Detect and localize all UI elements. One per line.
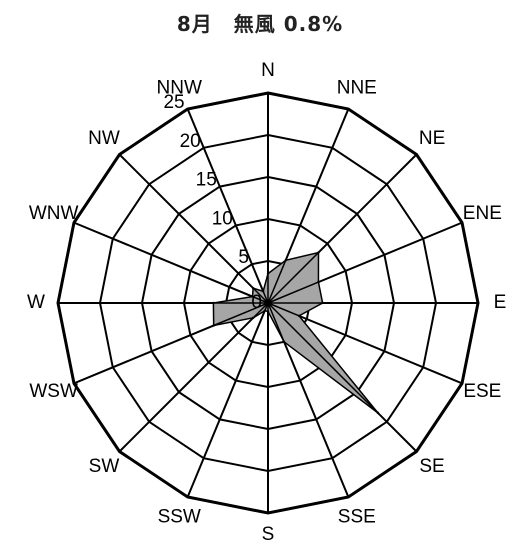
spoke-nw [118,153,269,304]
spoke-sw [118,302,269,453]
data-point-se [376,411,380,415]
data-point-nnw [261,290,265,293]
data-spoke-ene [267,281,319,304]
direction-label-wsw: WSW [29,381,78,402]
data-point-nne [284,259,287,262]
data-point-wsw [212,324,215,327]
data-point-e [321,301,324,305]
data-point-w [212,301,215,305]
direction-label-se: SE [419,456,444,477]
direction-label-ssw: SSW [158,506,201,527]
tick-label-20: 20 [180,131,201,152]
tick-label-15: 15 [196,170,217,191]
data-point-nw [251,286,255,290]
direction-label-nnw: NNW [157,78,202,99]
tick-label-25: 25 [163,92,184,113]
chart-title: 8月 無風 0.8% [176,12,344,36]
data-point-wnw [251,295,254,298]
data-spoke-nnw [262,291,269,304]
data-spoke-ese [267,302,300,317]
tick-label-10: 10 [212,208,233,229]
data-spoke-sw [252,302,269,319]
direction-label-nw: NW [88,128,120,149]
tick-label-0: 0 [251,292,262,313]
direction-label-ese: ESE [463,381,501,402]
tick-label-5: 5 [238,247,249,268]
direction-label-n: N [261,60,275,81]
data-point-ese [297,314,301,318]
direction-label-w: W [27,292,45,313]
data-point-ne [317,251,320,254]
data-point-sw [251,316,255,320]
direction-label-e: E [494,292,507,313]
direction-label-nne: NNE [337,78,377,99]
data-spoke-wnw [252,295,269,304]
direction-label-ene: ENE [463,203,502,224]
data-point-ene [317,280,320,284]
data-spoke-nne [267,260,287,304]
direction-label-sse: SSE [338,506,376,527]
spoke-ssw [186,302,269,498]
radial-tick-labels: 0 510 15 20 25 [163,92,262,313]
data-spoke-nw [252,287,269,304]
data-spoke-se [267,302,379,414]
spoke-wnw [73,221,269,304]
data-point-s [266,310,270,313]
data-point-ssw [263,309,266,312]
direction-labels: N NNE NE ENE E ESE SE SSE S SSW SW WSW W WNW NW NNW [27,60,506,545]
direction-label-ne: NE [419,128,445,149]
data-spoke-wsw [213,302,269,327]
spoke-nnw [186,108,269,304]
data-spoke-sse [267,302,285,343]
data-point-sse [282,340,286,344]
direction-label-s: S [262,524,275,545]
direction-label-sw: SW [89,456,120,477]
data-layer [212,251,380,415]
direction-label-wnw: WNW [29,203,79,224]
data-point-n [266,272,270,275]
data-spoke-ne [267,251,320,304]
